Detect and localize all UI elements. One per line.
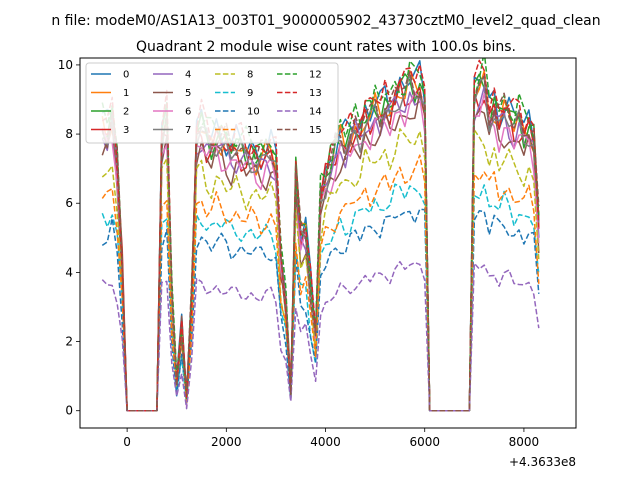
- y-axis: 0 2 4 6 8 10: [58, 58, 80, 418]
- legend-label-14: 14: [309, 107, 322, 118]
- legend-label-2: 2: [123, 107, 129, 118]
- figure-suptitle: n file: modeM0/AS1A13_003T01_9000005902_…: [51, 13, 600, 29]
- y-tick-label: 4: [65, 265, 73, 279]
- legend-label-0: 0: [123, 70, 129, 81]
- legend-label-15: 15: [309, 125, 322, 136]
- x-tick-label: 8000: [509, 435, 540, 449]
- y-tick-label: 10: [58, 58, 73, 72]
- legend-label-3: 3: [123, 125, 129, 136]
- x-tick-label: 0: [123, 435, 131, 449]
- series-line-15: [101, 71, 540, 412]
- legend-label-13: 13: [309, 88, 322, 99]
- legend-label-9: 9: [247, 88, 253, 99]
- y-tick-label: 0: [65, 404, 73, 418]
- x-tick-label: 2000: [211, 435, 242, 449]
- x-tick-label: 6000: [409, 435, 440, 449]
- legend-label-12: 12: [309, 70, 322, 81]
- y-tick-label: 6: [65, 196, 73, 210]
- legend-label-4: 4: [185, 70, 191, 81]
- series-line-14: [101, 260, 540, 412]
- plot-area: [79, 57, 577, 429]
- y-tick-label: 2: [65, 335, 73, 349]
- legend-label-1: 1: [123, 88, 129, 99]
- legend-frame: [85, 62, 339, 144]
- axes-frame: [79, 57, 577, 429]
- legend-label-5: 5: [185, 88, 191, 99]
- y-tick-label: 8: [65, 127, 73, 141]
- legend-label-10: 10: [247, 107, 260, 118]
- legend-label-8: 8: [247, 70, 253, 81]
- x-axis: 0 2000 4000 6000 8000: [123, 428, 539, 449]
- legend-label-6: 6: [185, 107, 191, 118]
- axes-title: Quadrant 2 module wise count rates with …: [136, 39, 516, 55]
- legend-label-11: 11: [247, 125, 260, 136]
- x-tick-label: 4000: [310, 435, 341, 449]
- x-offset-label: +4.3633e8: [509, 455, 576, 469]
- legend-label-7: 7: [185, 125, 191, 136]
- series-lines: [101, 58, 540, 412]
